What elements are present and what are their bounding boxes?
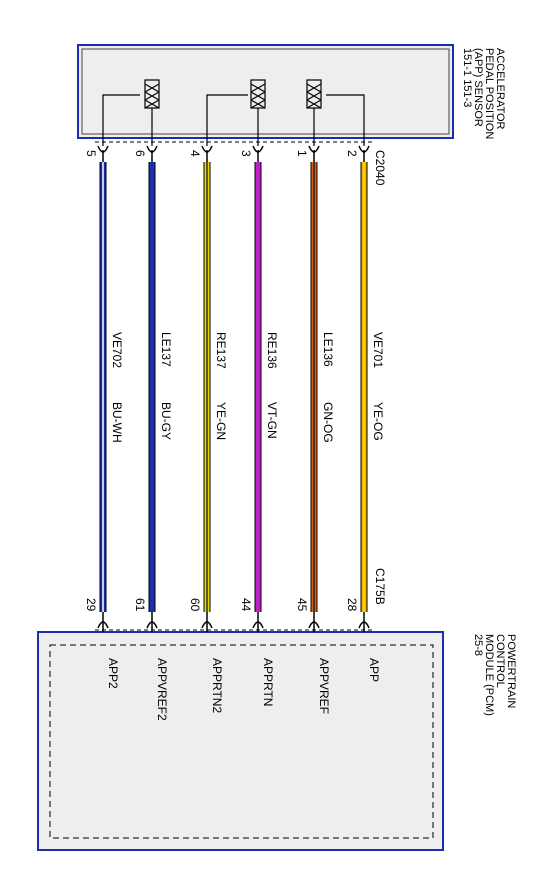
terminal [97,145,109,162]
connector-label: C2040 [373,150,387,186]
wiper-line [326,94,365,146]
sensor-box-inner [81,48,450,135]
terminal [308,145,320,162]
color-label: VT-GN [265,402,279,439]
signal-label: APPRTN2 [210,658,224,713]
pcm-title: POWERTRAIN [505,634,517,708]
terminal [146,145,158,162]
pcm-box-inner [49,644,434,839]
color-label: GN-OG [321,402,335,443]
pin-bottom: 44 [239,598,253,612]
pcm-box [37,631,444,851]
sensor-title: ACCELERATOR [494,48,506,130]
pin-top: 5 [84,150,98,157]
sensor-internals [102,79,365,146]
pin-bottom: 29 [84,598,98,612]
pin-bottom: 60 [188,598,202,612]
signal-label: APP2 [106,658,120,689]
terminal [358,145,370,162]
pin-top: 6 [133,150,147,157]
circuit-label: VE702 [110,332,124,368]
signal-label: APPRTN [261,658,275,706]
color-label: YE-OG [371,402,385,441]
terminal [146,612,158,632]
terminal [308,612,320,632]
pcm-title: MODULE (PCM) [483,634,495,716]
pcm-title: 25-8 [472,634,484,656]
signal-label: APP [367,658,381,682]
circuit-label: RE137 [214,332,228,369]
resistor-hatch [306,83,322,109]
signal-label: APPVREF2 [155,658,169,721]
circuit-label: VE701 [371,332,385,368]
terminal [252,612,264,632]
resistor-hatch [250,83,266,109]
resistor-lead [151,108,315,146]
pin-top: 2 [345,150,359,157]
terminal [252,145,264,162]
sensor-title: (APP) SENSOR [472,48,484,127]
pin-bottom: 61 [133,598,147,612]
pcm-title: CONTROL [494,634,506,688]
color-label: YE-GN [214,402,228,440]
pin-top: 3 [239,150,253,157]
pin-bottom: 28 [345,598,359,612]
signal-label: APPVREF [317,658,331,714]
connector-label: C175B [373,568,387,605]
pin-bottom: 45 [295,598,309,612]
wiper-line [102,94,140,146]
terminal [201,145,213,162]
terminal [358,612,370,632]
sensor-title: 151-1 151-3 [461,48,473,107]
circuit-label: RE136 [265,332,279,369]
terminal [97,612,109,632]
sensor-title: PEDAL POSITION [483,48,495,139]
circuit-label: LE136 [321,332,335,367]
color-label: BU-WH [110,402,124,443]
circuit-label: LE137 [159,332,173,367]
wiper-line [206,94,248,146]
color-label: BU-GY [159,402,173,440]
terminal [201,612,213,632]
pin-top: 4 [188,150,202,157]
pin-top: 1 [295,150,309,157]
resistor-hatch [144,83,160,109]
